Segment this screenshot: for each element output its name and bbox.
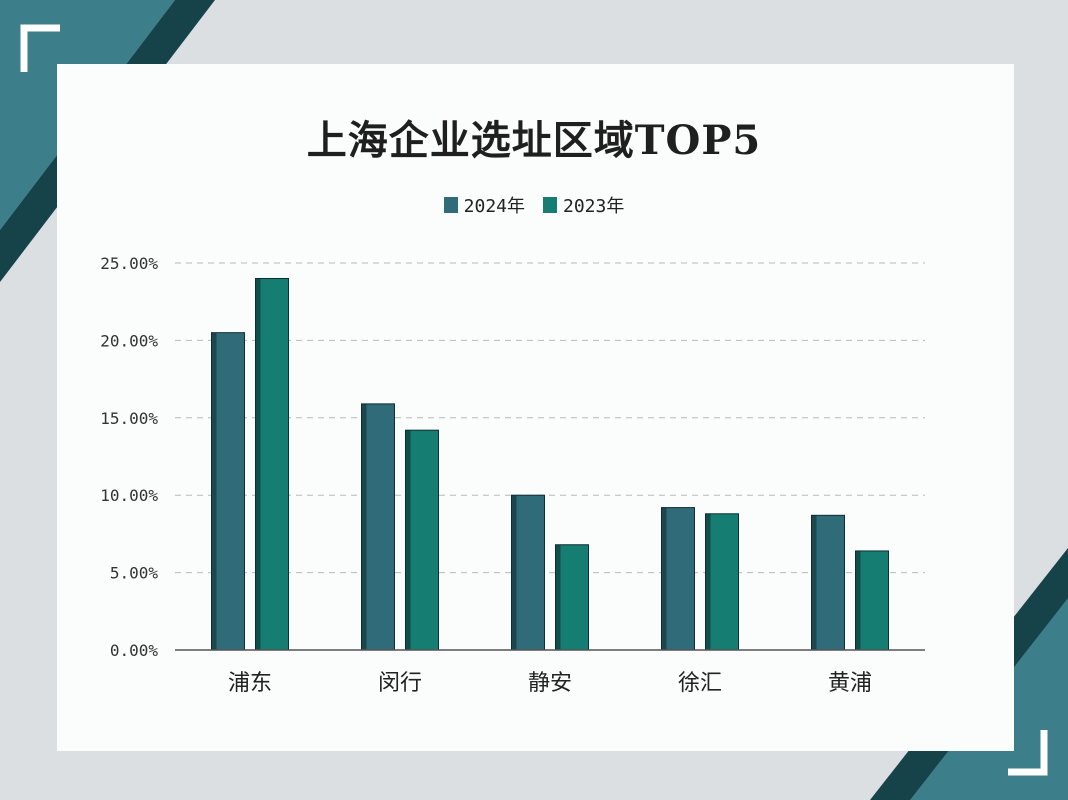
legend-item-2023: 2023年 [543,192,624,218]
x-category-label: 浦东 [228,671,272,696]
bar-2023 [555,544,589,651]
x-category-label: 闵行 [378,671,422,696]
bar-shade [405,430,411,650]
bar-2024 [661,507,695,651]
y-tick-label: 15.00% [100,409,158,428]
bar-shade [511,495,517,650]
legend-swatch-2023 [543,197,557,213]
bar-shade [255,278,261,650]
bar-shade [211,332,217,650]
legend-swatch-2024 [443,197,458,213]
chart-title: 上海企业选址区域TOP5 [306,117,762,164]
bar-shade [811,515,817,650]
bottom-right-corner-bracket [1008,730,1048,776]
top-left-corner-bracket [20,24,60,72]
bar-shade [855,550,861,650]
legend-label-2023: 2023年 [563,196,625,217]
bar-2023 [405,429,439,651]
bar-2023 [855,550,889,651]
legend-item-2024: 2024年 [443,192,525,218]
bar-shade [361,403,367,650]
legend: 2024年 2023年 [0,192,1068,218]
y-tick-label: 0.00% [110,641,159,660]
bar-shade [555,544,561,650]
y-tick-label: 25.00% [100,254,158,273]
legend-label-2024: 2024年 [463,196,525,217]
bar-shade [661,507,667,650]
x-category-label: 黄浦 [828,671,872,696]
y-tick-label: 10.00% [100,486,158,505]
x-category-label: 静安 [528,671,572,696]
bar-2024 [811,514,845,651]
y-tick-label: 20.00% [100,331,158,350]
y-tick-label: 5.00% [110,564,159,583]
x-category-label: 徐汇 [678,671,722,696]
bar-shade [705,513,711,650]
